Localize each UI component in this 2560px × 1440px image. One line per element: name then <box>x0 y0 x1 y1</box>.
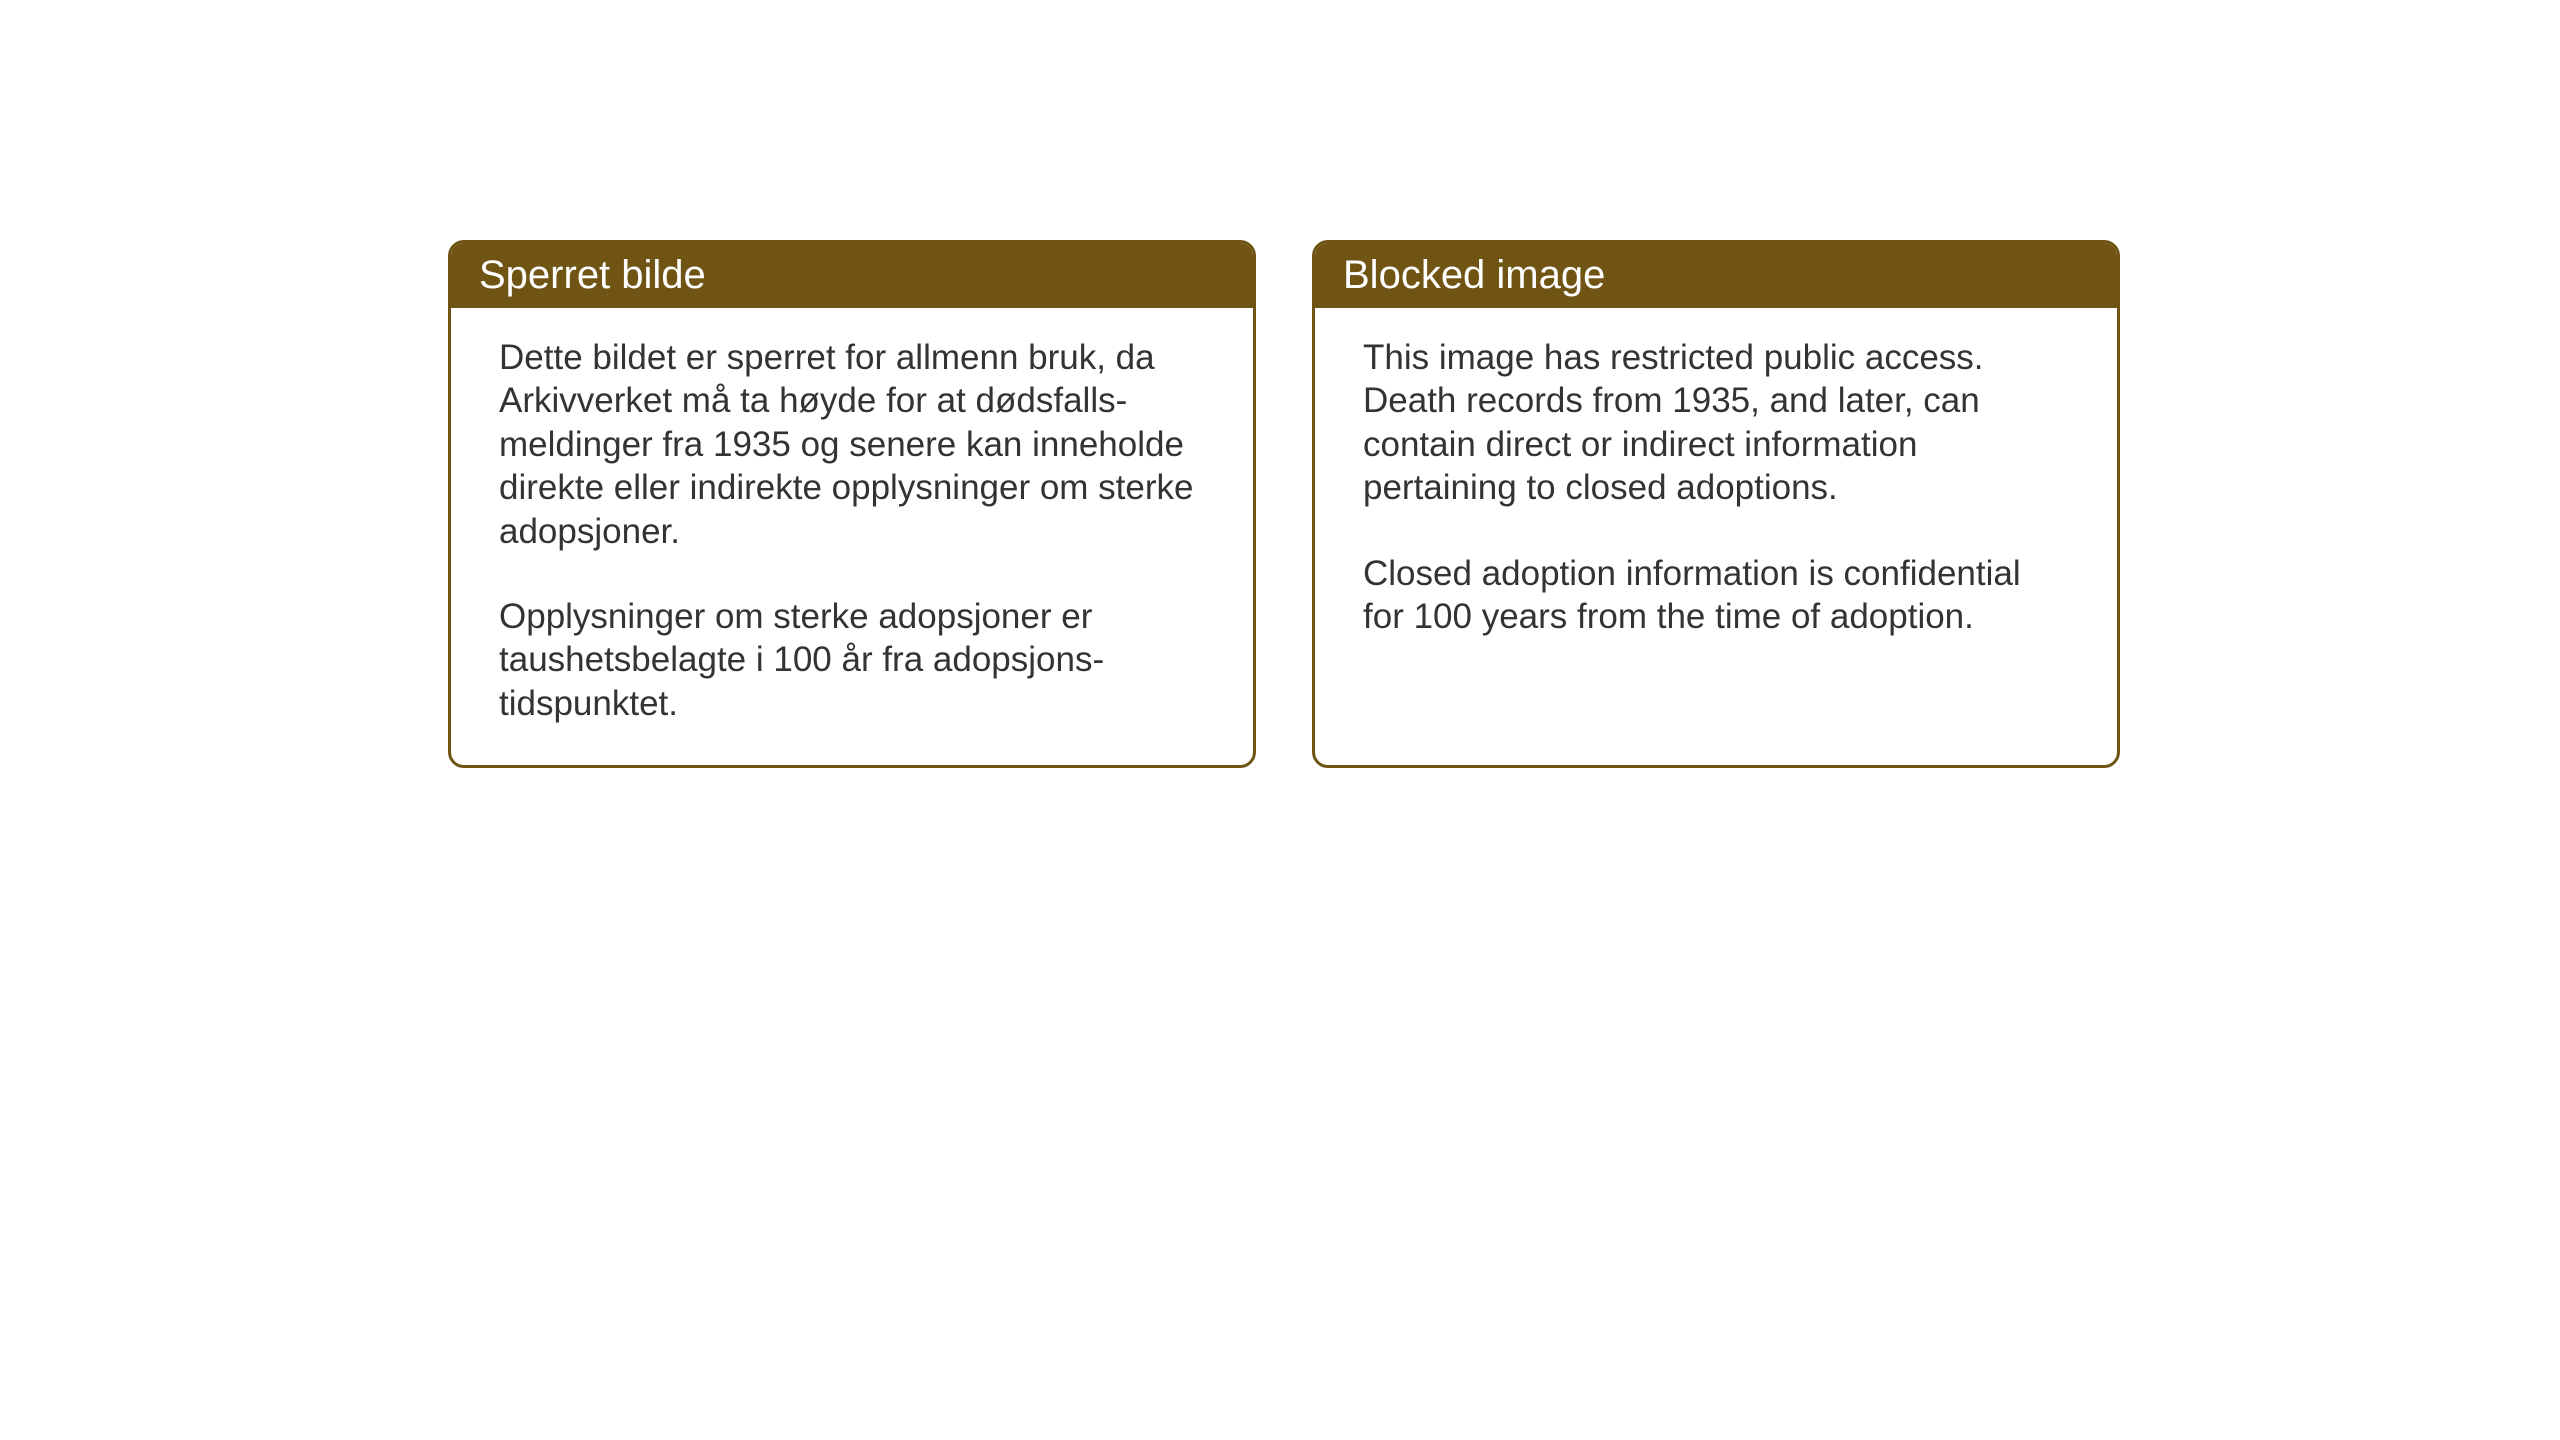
english-card-header: Blocked image <box>1315 243 2117 308</box>
norwegian-card-body: Dette bildet er sperret for allmenn bruk… <box>451 308 1253 765</box>
norwegian-header-text: Sperret bilde <box>479 253 706 297</box>
english-paragraph-2: Closed adoption information is confident… <box>1363 552 2069 639</box>
english-card-body: This image has restricted public access.… <box>1315 308 2117 678</box>
english-notice-card: Blocked image This image has restricted … <box>1312 240 2120 768</box>
norwegian-paragraph-1: Dette bildet er sperret for allmenn bruk… <box>499 336 1205 553</box>
norwegian-card-header: Sperret bilde <box>451 243 1253 308</box>
norwegian-paragraph-2: Opplysninger om sterke adopsjoner er tau… <box>499 595 1205 725</box>
english-paragraph-1: This image has restricted public access.… <box>1363 336 2069 510</box>
english-header-text: Blocked image <box>1343 253 1605 297</box>
notice-container: Sperret bilde Dette bildet er sperret fo… <box>448 240 2120 768</box>
norwegian-notice-card: Sperret bilde Dette bildet er sperret fo… <box>448 240 1256 768</box>
